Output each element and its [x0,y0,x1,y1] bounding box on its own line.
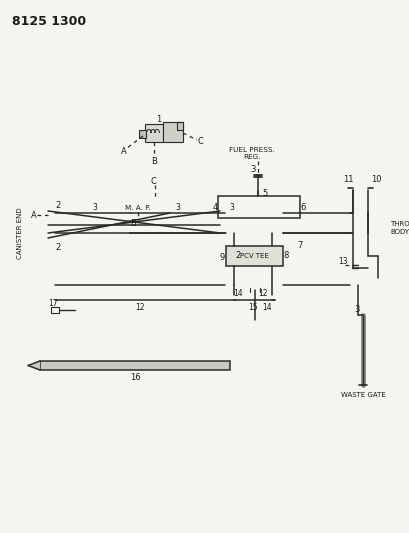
Text: 2: 2 [55,244,61,253]
Text: PCV TEE: PCV TEE [239,253,268,259]
Bar [145,124,163,142]
Text: A: A [31,211,37,220]
Bar [139,130,146,138]
Text: 3: 3 [92,203,97,212]
Text: THROTTLE
BODY: THROTTLE BODY [389,222,409,235]
Text: 3: 3 [250,166,255,174]
Text: 9: 9 [219,254,224,262]
Text: 11: 11 [342,175,353,184]
Text: 2: 2 [55,200,61,209]
Text: 8: 8 [283,251,288,260]
Text: 3: 3 [353,305,359,314]
Bar [225,246,282,266]
Bar [218,196,299,218]
Text: WASTE GATE: WASTE GATE [340,392,384,398]
Bar [177,122,182,130]
Text: 3: 3 [229,203,234,212]
Text: 5: 5 [262,189,267,198]
Text: 2: 2 [235,251,240,260]
Bar [163,122,182,142]
Text: 16: 16 [129,374,140,383]
Text: 14: 14 [233,288,242,297]
Polygon shape [28,361,40,370]
Text: A: A [121,148,126,157]
Text: M. A. P.: M. A. P. [125,205,151,211]
Text: 6: 6 [299,203,305,212]
Bar [40,361,229,370]
Text: 7: 7 [297,240,302,249]
Text: 3: 3 [175,203,180,212]
Bar [51,307,59,313]
Text: 12: 12 [258,288,267,297]
Text: 14: 14 [261,303,271,311]
Text: CANISTER END: CANISTER END [17,207,23,259]
Text: 13: 13 [337,256,347,265]
Text: 17: 17 [48,298,58,308]
Text: REG.: REG. [243,154,260,160]
Text: 4: 4 [212,203,217,212]
Text: B: B [130,220,136,229]
Text: C: C [197,138,202,147]
Text: 15: 15 [247,303,257,311]
Text: 10: 10 [370,175,380,184]
Text: B: B [151,157,157,166]
Text: C: C [150,176,155,185]
Text: 1: 1 [156,116,161,125]
Text: FUEL PRESS.: FUEL PRESS. [229,147,274,153]
Text: 8125 1300: 8125 1300 [12,15,86,28]
Text: 12: 12 [135,303,144,311]
